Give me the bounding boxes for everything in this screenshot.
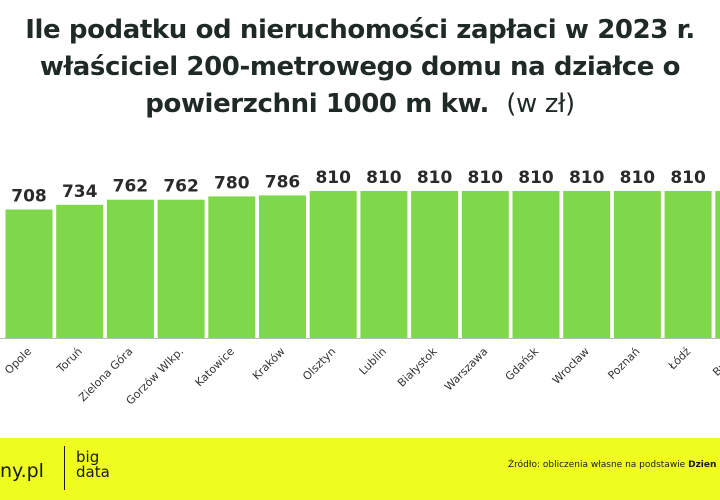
source-note: Źródło: obliczenia własne na podstawie D… bbox=[508, 460, 716, 470]
title-line-3-text: powierzchni 1000 m kw. bbox=[145, 89, 489, 119]
category-label: Białystok bbox=[395, 344, 440, 389]
bar-value-label: 810 bbox=[366, 168, 402, 188]
title-line-3: powierzchni 1000 m kw. (w zł) bbox=[0, 86, 720, 123]
bar-1 bbox=[56, 204, 104, 338]
bar-7 bbox=[360, 191, 408, 338]
bar-4 bbox=[208, 196, 256, 338]
footer-bar: ny.pl big data Źródło: obliczenia własne… bbox=[0, 438, 720, 500]
category-label: Warszawa bbox=[442, 345, 490, 393]
bar-0 bbox=[5, 209, 53, 338]
brand-logo: ny.pl bbox=[0, 460, 44, 482]
category-label: Katowice bbox=[193, 345, 237, 389]
source-prefix: Źródło: obliczenia własne na podstawie bbox=[508, 460, 689, 470]
bar-value-label: 708 bbox=[11, 187, 47, 207]
bar-value-label: 780 bbox=[214, 173, 250, 193]
big-data-logo-line-2: data bbox=[76, 463, 110, 481]
bar-14 bbox=[715, 191, 720, 338]
bar-5 bbox=[259, 195, 306, 338]
bar-11 bbox=[563, 191, 611, 338]
big-data-logo: big data bbox=[76, 450, 110, 480]
title-unit: (w zł) bbox=[506, 89, 575, 119]
category-label: Kraków bbox=[250, 345, 288, 383]
category-label: Poznań bbox=[605, 345, 642, 382]
category-label: Gdańsk bbox=[503, 344, 542, 383]
category-label: Olsztyn bbox=[300, 345, 338, 383]
title-line-2: właściciel 200-metrowego domu na działce… bbox=[39, 52, 681, 82]
bar-12 bbox=[613, 191, 661, 338]
bar-value-label: 762 bbox=[113, 177, 149, 197]
bar-2 bbox=[106, 199, 154, 338]
bar-value-label: 786 bbox=[265, 172, 301, 192]
bar-value-label: 810 bbox=[417, 168, 453, 188]
bar-value-label: 810 bbox=[620, 168, 656, 188]
bar-value-label: 734 bbox=[62, 182, 98, 202]
bar-value-label: 810 bbox=[315, 168, 351, 188]
bar-value-label: 810 bbox=[518, 168, 554, 188]
title-line-1: Ile podatku od nieruchomości zapłaci w 2… bbox=[25, 15, 695, 45]
category-label: Bydgo bbox=[710, 345, 720, 379]
category-label: Toruń bbox=[54, 345, 85, 376]
category-label: Wrocław bbox=[550, 345, 592, 387]
chart-title: Ile podatku od nieruchomości zapłaci w 2… bbox=[0, 12, 720, 123]
big-data-logo-line-1: big bbox=[76, 448, 100, 466]
bar-value-label: 810 bbox=[468, 168, 504, 188]
bar-6 bbox=[309, 191, 357, 338]
bar-10 bbox=[512, 191, 560, 338]
bar-8 bbox=[411, 191, 459, 338]
bar-3 bbox=[157, 199, 205, 338]
bar-value-label: 810 bbox=[670, 168, 706, 188]
bar-value-label: 762 bbox=[163, 177, 199, 197]
source-bold: Dzien bbox=[688, 460, 717, 470]
bar-13 bbox=[664, 191, 712, 338]
category-label: Opole bbox=[2, 345, 34, 377]
bar-value-label: 810 bbox=[569, 168, 605, 188]
category-label: Lublin bbox=[357, 345, 390, 378]
category-label: Łódź bbox=[665, 345, 693, 373]
logo-divider bbox=[64, 446, 65, 490]
bar-9 bbox=[461, 191, 509, 338]
